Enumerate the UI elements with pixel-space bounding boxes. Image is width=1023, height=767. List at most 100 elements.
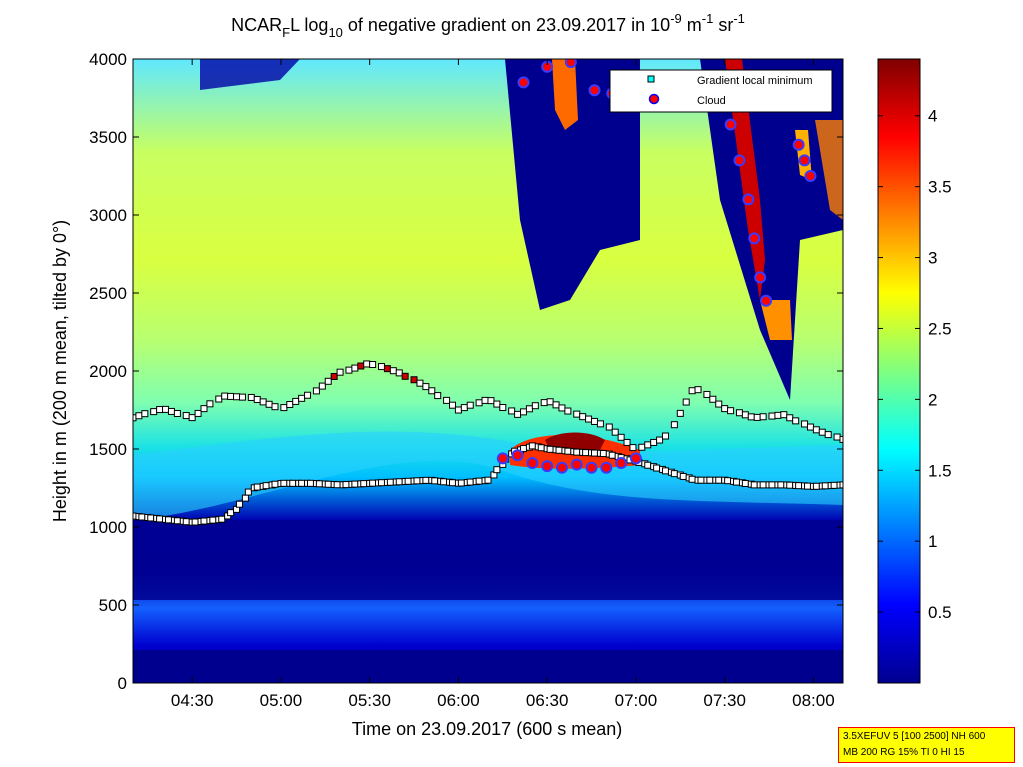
gradient-min-marker <box>162 405 170 413</box>
gradient-min-marker <box>324 377 332 385</box>
gradient-min-marker <box>806 423 814 431</box>
gradient-min-marker <box>531 402 539 410</box>
gradient-min-marker <box>386 478 394 486</box>
gradient-min-marker <box>336 368 344 376</box>
gradient-min-marker <box>147 514 155 522</box>
gradient-min-marker <box>363 360 371 368</box>
gradient-min-marker <box>449 401 456 409</box>
gradient-min-marker <box>804 482 811 490</box>
gradient-min-marker <box>401 372 409 380</box>
gradient-min-marker <box>818 428 826 436</box>
gradient-min-marker <box>312 387 320 395</box>
gradient-min-marker <box>324 480 332 488</box>
gradient-min-marker <box>540 399 548 407</box>
gradient-min-marker <box>499 404 507 412</box>
gradient-min-marker <box>812 482 820 490</box>
gradient-min-marker <box>247 393 255 401</box>
colorbar-tick-label: 2 <box>928 390 937 409</box>
gradient-min-marker <box>596 420 604 428</box>
gradient-min-marker <box>715 400 723 408</box>
gradient-min-marker <box>182 412 190 420</box>
y-tick-label: 1500 <box>89 440 127 459</box>
gradient-min-marker <box>508 407 516 415</box>
x-tick-label: 06:00 <box>437 691 480 710</box>
gradient-min-marker <box>774 411 782 419</box>
gradient-min-marker <box>315 480 323 488</box>
gradient-min-marker <box>724 477 732 485</box>
gradient-min-marker <box>227 392 235 400</box>
legend-circle-icon <box>648 93 660 105</box>
gradient-min-marker <box>298 394 306 402</box>
cloud-marker <box>511 449 524 462</box>
gradient-min-marker <box>227 509 235 517</box>
gradient-min-marker <box>629 444 637 452</box>
gradient-min-marker <box>221 392 229 400</box>
cloud-marker <box>798 154 811 167</box>
gradient-min-marker <box>721 405 729 413</box>
gradient-min-marker <box>286 401 294 409</box>
gradient-min-marker <box>481 396 489 404</box>
gradient-min-marker <box>173 517 181 525</box>
gradient-min-marker <box>404 477 412 485</box>
gradient-min-marker <box>694 386 702 394</box>
gradient-min-marker <box>200 405 208 413</box>
gradient-min-marker <box>413 477 421 485</box>
gradient-min-marker <box>709 395 717 403</box>
cloud-marker <box>541 460 554 473</box>
gradient-min-marker <box>318 382 326 390</box>
gradient-min-marker <box>591 417 598 425</box>
gradient-min-marker <box>564 447 572 455</box>
x-tick-label: 07:00 <box>615 691 658 710</box>
gradient-min-marker <box>768 481 776 489</box>
gradient-min-marker <box>644 461 652 469</box>
gradient-min-marker <box>638 443 646 451</box>
y-tick-label: 1000 <box>89 518 127 537</box>
gradient-min-marker <box>422 476 430 484</box>
gradient-min-marker <box>768 412 776 420</box>
gradient-min-marker <box>662 432 669 440</box>
colorbar-tick-label: 1 <box>928 532 937 551</box>
gradient-min-marker <box>786 481 794 489</box>
gradient-min-marker <box>292 397 300 405</box>
gradient-min-marker <box>830 481 838 489</box>
cloud-marker <box>733 154 746 167</box>
x-tick-label: 06:30 <box>526 691 569 710</box>
gradient-min-marker <box>360 480 368 488</box>
gradient-min-marker <box>599 450 607 458</box>
cloud-marker <box>724 118 737 131</box>
gradient-min-marker <box>475 477 483 485</box>
colorbar-tick-label: 2.5 <box>928 319 952 338</box>
x-tick-label: 07:30 <box>703 691 746 710</box>
y-axis: 0 500 1000 1500 2000 2500 3000 3500 4000 <box>89 50 843 693</box>
gradient-min-marker <box>215 395 223 403</box>
gradient-min-marker <box>422 383 430 391</box>
info-line-2: MB 200 RG 15% TI 0 HI 15 <box>843 747 965 758</box>
cloud-marker <box>742 193 755 206</box>
colorbar-tick-label: 3.5 <box>928 178 952 197</box>
gradient-min-marker <box>750 481 758 489</box>
gradient-min-marker <box>679 472 687 480</box>
gradient-min-marker <box>150 408 158 416</box>
gradient-min-marker <box>780 411 788 419</box>
gradient-min-marker <box>304 391 312 399</box>
gradient-min-marker <box>697 476 705 484</box>
gradient-min-marker <box>493 400 501 408</box>
gradient-min-marker <box>141 410 149 418</box>
gradient-min-marker <box>487 397 495 405</box>
gradient-min-marker <box>715 476 723 484</box>
gradient-min-marker <box>395 478 403 486</box>
gradient-min-marker <box>656 436 664 444</box>
colorbar-tick-label: 1.5 <box>928 461 952 480</box>
y-tick-label: 0 <box>118 674 127 693</box>
gradient-min-marker <box>514 410 522 418</box>
cloud-marker <box>588 84 601 97</box>
gradient-min-marker <box>173 409 181 417</box>
gradient-min-marker <box>466 478 474 486</box>
gradient-min-marker <box>741 411 749 419</box>
gradient-min-marker <box>206 400 214 408</box>
gradient-min-marker <box>741 479 749 487</box>
gradient-min-marker <box>389 367 397 375</box>
gradient-min-marker <box>165 516 172 524</box>
gradient-min-marker <box>747 413 755 421</box>
